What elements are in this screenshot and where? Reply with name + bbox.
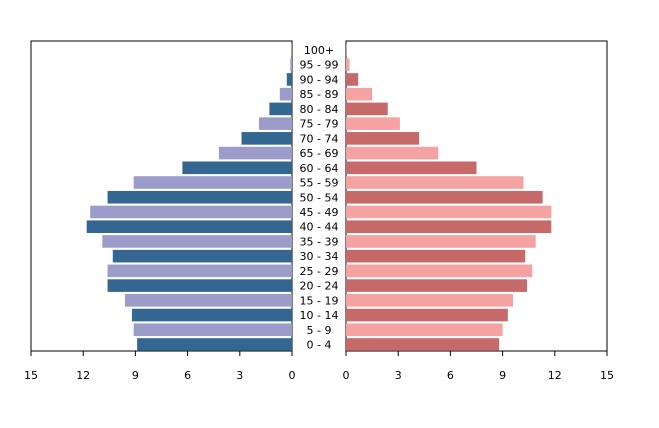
right-bar-80-84: [346, 102, 388, 116]
age-label: 85 - 89: [300, 88, 339, 101]
age-label: 100+: [304, 44, 334, 57]
age-label: 60 - 64: [300, 162, 339, 175]
left-tick-label: 3: [236, 369, 243, 382]
age-label: 0 - 4: [307, 339, 332, 352]
left-bar-90-94: [286, 73, 292, 86]
right-bar-0-4: [346, 338, 500, 351]
left-panel: 0 3 6 9 12 15: [24, 40, 296, 382]
left-bar-55-59: [133, 176, 292, 189]
right-bar-45-49: [346, 205, 552, 219]
left-bar-45-49: [90, 205, 292, 219]
right-bar-5-9: [346, 323, 503, 337]
age-label: 70 - 74: [300, 132, 339, 145]
left-bar-80-84: [269, 102, 292, 116]
right-bar-20-24: [346, 279, 527, 292]
right-bar-30-34: [346, 249, 526, 263]
right-bar-85-89: [346, 87, 373, 101]
left-bar-65-69: [218, 146, 292, 160]
right-bar-15-19: [346, 294, 514, 307]
right-bar-35-39: [346, 235, 536, 248]
right-bar-70-74: [346, 132, 420, 145]
age-label: 65 - 69: [300, 147, 339, 160]
left-bar-75-79: [258, 117, 292, 130]
right-bar-75-79: [346, 117, 400, 130]
age-label: 40 - 44: [300, 221, 339, 234]
left-tick-label: 6: [184, 369, 191, 382]
right-bar-50-54: [346, 190, 543, 204]
right-bar-60-64: [346, 161, 477, 175]
right-bar-90-94: [346, 73, 359, 86]
left-bar-30-34: [112, 249, 292, 263]
age-label: 10 - 14: [300, 309, 339, 322]
right-bar-65-69: [346, 146, 439, 160]
left-bar-5-9: [133, 323, 292, 337]
right-tick-label: 12: [548, 369, 562, 382]
right-bar-40-44: [346, 220, 552, 233]
age-label: 75 - 79: [300, 118, 339, 131]
left-tick-label: 0: [289, 369, 296, 382]
age-label: 80 - 84: [300, 103, 339, 116]
right-bar-10-14: [346, 308, 508, 322]
left-tick-label: 12: [76, 369, 90, 382]
age-label: 90 - 94: [300, 73, 339, 86]
age-label: 95 - 99: [300, 59, 339, 72]
left-bar-25-29: [107, 264, 292, 278]
right-tick-label: 3: [395, 369, 402, 382]
age-label: 35 - 39: [300, 235, 339, 248]
age-label: 5 - 9: [307, 324, 332, 337]
age-label: 45 - 49: [300, 206, 339, 219]
right-bar-95-99: [346, 58, 350, 72]
left-bar-40-44: [86, 220, 293, 233]
left-tick-label: 15: [24, 369, 38, 382]
right-bar-25-29: [346, 264, 533, 278]
left-bar-10-14: [131, 308, 292, 322]
age-label: 20 - 24: [300, 280, 339, 293]
age-label: 25 - 29: [300, 265, 339, 278]
right-tick-label: 15: [600, 369, 614, 382]
left-bar-70-74: [241, 132, 292, 145]
right-tick-label: 9: [499, 369, 506, 382]
right-tick-label: 6: [447, 369, 454, 382]
left-bar-0-4: [137, 338, 292, 351]
right-bar-55-59: [346, 176, 524, 189]
left-bar-20-24: [107, 279, 292, 292]
left-bar-50-54: [107, 190, 292, 204]
right-tick-label: 0: [343, 369, 350, 382]
left-bar-95-99: [290, 58, 292, 72]
left-bar-35-39: [102, 235, 292, 248]
age-label: 55 - 59: [300, 177, 339, 190]
age-label: 30 - 34: [300, 250, 339, 263]
age-label: 50 - 54: [300, 191, 339, 204]
left-tick-label: 9: [132, 369, 139, 382]
left-bar-60-64: [182, 161, 292, 175]
age-label: 15 - 19: [300, 294, 339, 307]
right-panel: 0 3 6 9 12 15: [343, 40, 614, 382]
left-bar-15-19: [124, 294, 293, 307]
left-bar-85-89: [279, 87, 292, 101]
